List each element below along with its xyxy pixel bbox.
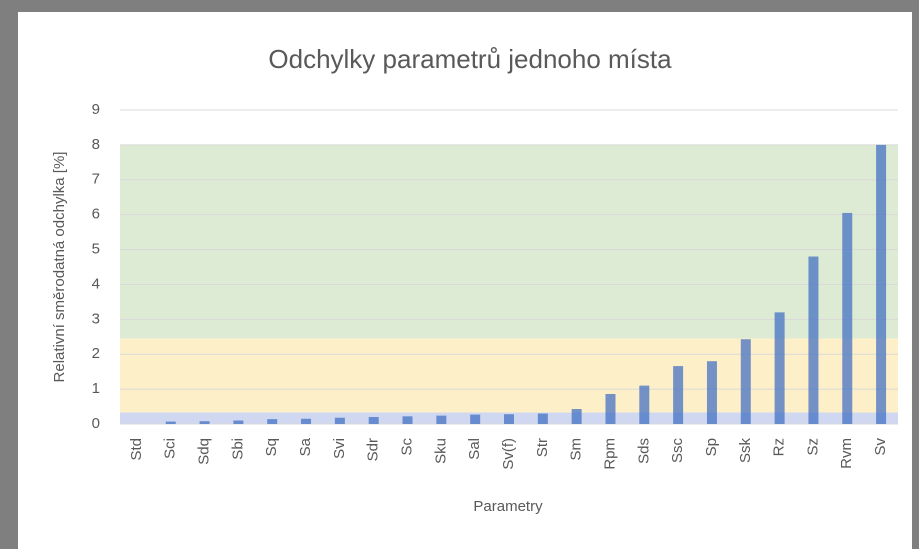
- bar: [334, 417, 345, 424]
- x-tick-label: Rpm: [601, 438, 618, 470]
- x-tick-label: Rvm: [838, 438, 855, 469]
- bar: [504, 414, 514, 424]
- x-tick-label: Sku: [432, 438, 449, 464]
- x-tick-label: Svi: [331, 438, 348, 459]
- x-tick-label: Sdr: [365, 438, 382, 461]
- x-tick-label: Sm: [568, 438, 585, 461]
- x-tick-label: Ssk: [737, 438, 754, 464]
- x-tick-label: Sq: [263, 438, 280, 456]
- bar: [165, 421, 176, 424]
- y-tick-label: 3: [92, 310, 100, 327]
- x-tick-label: Std: [128, 438, 145, 461]
- y-tick-label: 6: [92, 206, 100, 223]
- bar: [842, 212, 853, 424]
- bar: [639, 385, 650, 424]
- bar: [436, 415, 447, 424]
- bar: [537, 413, 548, 424]
- background-band: [120, 338, 898, 413]
- y-tick-label: 4: [92, 275, 100, 292]
- x-tick-label: Rz: [771, 438, 788, 456]
- x-tick-label: Sv(f): [500, 438, 517, 470]
- y-tick-label: 1: [92, 380, 100, 397]
- y-tick-label: 2: [92, 345, 100, 362]
- bar: [402, 416, 413, 424]
- x-tick-label: Sdq: [196, 438, 213, 465]
- bar: [740, 339, 751, 424]
- bar: [470, 414, 481, 424]
- y-tick-label: 9: [92, 101, 100, 118]
- x-tick-label: Sds: [635, 438, 652, 464]
- bar: [571, 408, 582, 424]
- x-tick-label: Sbi: [229, 438, 246, 460]
- x-tick-label: Sc: [398, 438, 415, 456]
- x-tick-label: Sp: [703, 438, 720, 456]
- bar: [301, 418, 312, 424]
- bar: [605, 393, 616, 424]
- bar: [706, 361, 717, 424]
- y-tick-label: 7: [92, 171, 100, 188]
- x-tick-label: Ssc: [669, 438, 686, 464]
- bar: [199, 421, 210, 424]
- bar: [368, 417, 379, 424]
- x-tick-label: Str: [534, 438, 551, 457]
- y-tick-label: 5: [92, 241, 100, 258]
- x-tick-label: Sa: [297, 437, 314, 456]
- x-tick-label: Sv: [872, 438, 889, 456]
- bar: [267, 419, 278, 424]
- chart-title: Odchylky parametrů jednoho místa: [268, 44, 672, 74]
- x-tick-label: Sal: [466, 438, 483, 460]
- y-axis-title: Relativní směrodatná odchylka [%]: [51, 152, 68, 383]
- bar: [808, 256, 819, 424]
- y-tick-label: 0: [92, 415, 100, 432]
- x-tick-label: Sz: [804, 438, 821, 456]
- bar: [774, 312, 785, 424]
- x-axis-title: Parametry: [473, 498, 543, 515]
- background-band: [120, 144, 898, 339]
- y-tick-label: 8: [92, 136, 100, 153]
- bar: [673, 366, 684, 424]
- bar: [233, 420, 244, 424]
- x-tick-label: Sci: [162, 438, 179, 459]
- bar: [876, 144, 887, 424]
